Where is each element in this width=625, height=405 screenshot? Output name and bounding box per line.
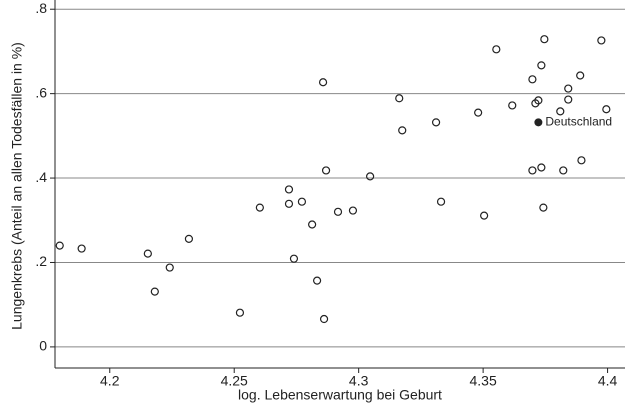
point <box>313 276 322 285</box>
point <box>143 249 152 258</box>
point <box>564 84 573 93</box>
x-tick-label: 4.3 <box>349 373 369 389</box>
point <box>321 166 331 175</box>
point <box>318 78 328 87</box>
point <box>537 61 546 70</box>
point <box>255 203 264 212</box>
point <box>333 207 343 216</box>
point <box>395 94 404 103</box>
point <box>480 211 489 220</box>
point <box>366 172 375 181</box>
point <box>508 101 517 110</box>
point <box>284 185 294 194</box>
point <box>55 241 64 250</box>
point <box>348 206 358 215</box>
y-tick-label: .4 <box>35 169 47 185</box>
point <box>184 234 194 243</box>
point <box>150 287 159 296</box>
point <box>319 314 329 324</box>
point <box>597 36 606 45</box>
x-axis-label: log. Lebenserwartung bei Geburt <box>238 387 442 403</box>
point <box>474 108 483 117</box>
y-tick-label: .6 <box>35 84 47 100</box>
point <box>398 126 407 135</box>
highlight-point <box>534 118 543 127</box>
point <box>559 166 568 175</box>
point <box>556 107 565 116</box>
point <box>436 197 446 206</box>
point <box>602 105 611 114</box>
y-axis-label: Lungenkrebs (Anteil an allen Todesfällen… <box>9 42 25 330</box>
y-tick-label: .8 <box>35 0 47 16</box>
point <box>431 118 441 127</box>
point <box>284 199 294 208</box>
point <box>539 203 548 212</box>
point <box>528 75 537 84</box>
point <box>577 156 586 165</box>
point <box>528 166 537 175</box>
point <box>534 96 543 105</box>
y-tick-label: .2 <box>35 253 47 269</box>
point <box>564 95 573 104</box>
point <box>165 263 174 272</box>
x-tick-label: 4.25 <box>221 373 248 389</box>
point <box>308 220 317 229</box>
x-tick-label: 4.4 <box>598 373 618 389</box>
x-tick-label: 4.35 <box>469 373 496 389</box>
point <box>576 71 585 80</box>
y-tick-label: 0 <box>39 338 47 354</box>
point <box>77 244 86 253</box>
point <box>297 197 307 206</box>
highlight-label: Deutschland <box>545 115 612 129</box>
point <box>540 35 549 44</box>
point <box>289 254 299 263</box>
x-tick-label: 4.2 <box>100 373 120 389</box>
point <box>235 308 245 317</box>
point <box>537 163 546 172</box>
point <box>492 45 501 54</box>
